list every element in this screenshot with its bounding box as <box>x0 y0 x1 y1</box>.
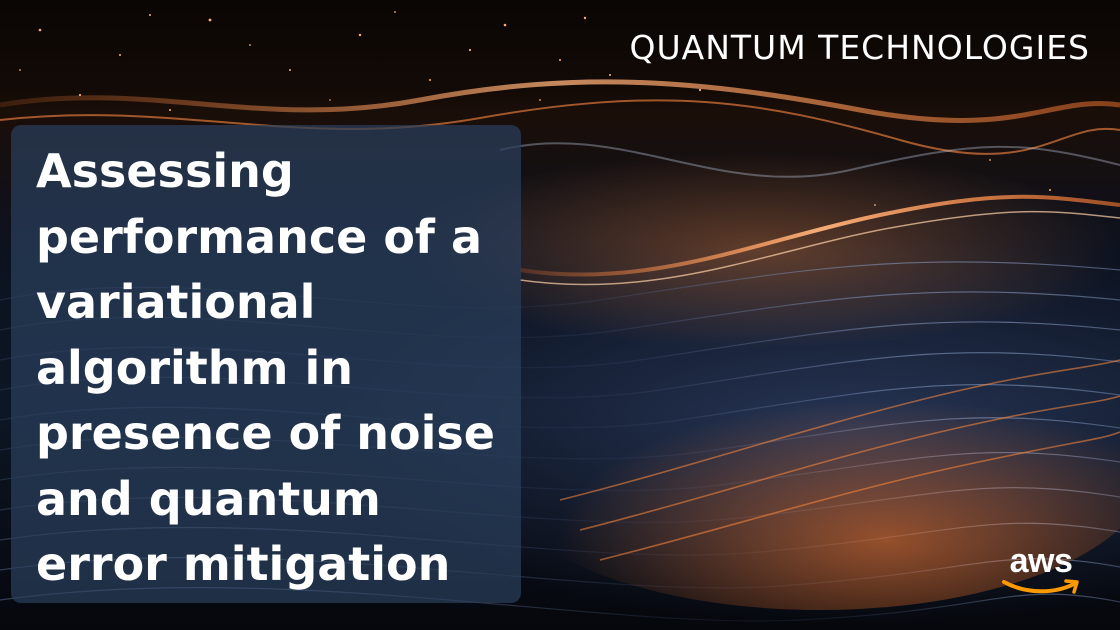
category-label: QUANTUM TECHNOLOGIES <box>629 28 1090 67</box>
aws-smile-arrow-icon <box>1002 579 1079 594</box>
article-title: Assessing performance of a variational a… <box>36 144 495 591</box>
aws-logo: aws <box>998 542 1084 600</box>
aws-logo-text: aws <box>1009 542 1073 580</box>
title-panel: Assessing performance of a variational a… <box>11 125 521 603</box>
